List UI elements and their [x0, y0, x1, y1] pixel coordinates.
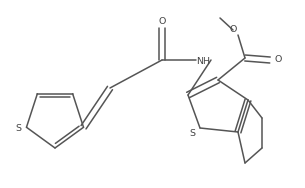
Text: O: O — [158, 17, 166, 26]
Text: O: O — [229, 26, 237, 35]
Text: NH: NH — [196, 57, 210, 65]
Text: S: S — [16, 124, 21, 133]
Text: O: O — [274, 55, 282, 64]
Text: S: S — [189, 129, 195, 137]
